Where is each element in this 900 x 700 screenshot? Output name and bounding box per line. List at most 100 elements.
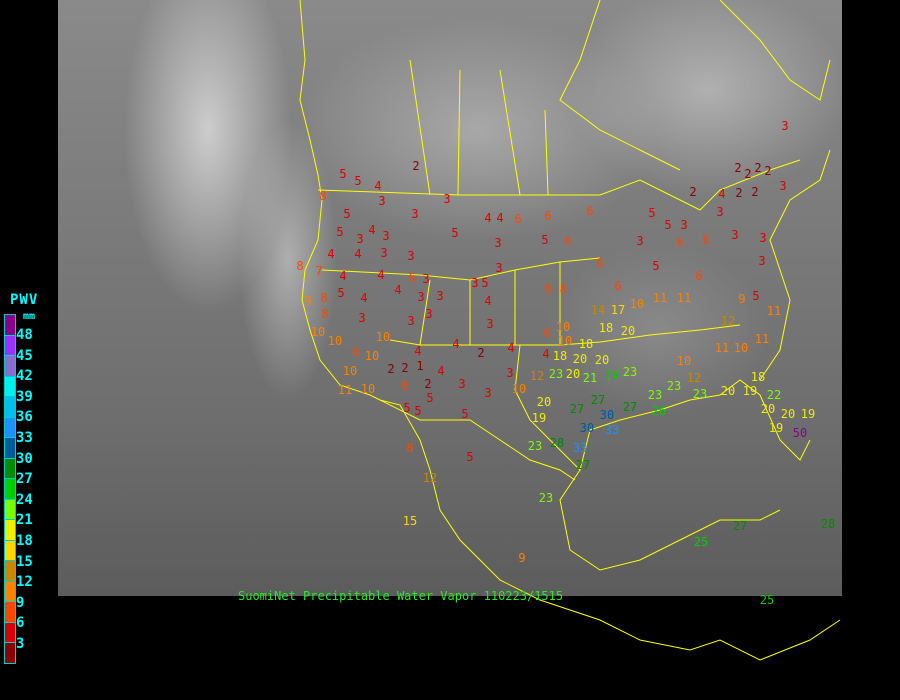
legend-band	[4, 539, 16, 561]
station-pwv-value: 33	[605, 423, 619, 437]
station-pwv-value: 12	[687, 371, 701, 385]
station-pwv-value: 20	[781, 407, 795, 421]
station-pwv-value: 10	[328, 334, 342, 348]
station-pwv-value: 3	[380, 246, 387, 260]
station-pwv-value: 23	[539, 491, 553, 505]
station-pwv-value: 4	[496, 211, 503, 225]
legend-label: 24	[16, 491, 33, 508]
station-pwv-value: 5	[426, 391, 433, 405]
legend-band	[4, 457, 16, 479]
legend-title: PWV	[10, 292, 39, 308]
station-pwv-value: 27	[733, 519, 747, 533]
station-pwv-value: 4	[452, 337, 459, 351]
station-pwv-value: 10	[630, 297, 644, 311]
station-pwv-value: 3	[484, 386, 491, 400]
station-pwv-value: 4	[377, 268, 384, 282]
station-pwv-value: 23	[623, 365, 637, 379]
station-pwv-value: 3	[417, 290, 424, 304]
station-pwv-value: 5	[336, 225, 343, 239]
station-pwv-value: 19	[801, 407, 815, 421]
station-pwv-value: 6	[514, 212, 521, 226]
station-pwv-value: 3	[358, 311, 365, 325]
station-pwv-value: 2	[754, 161, 761, 175]
station-pwv-value: 10	[343, 364, 357, 378]
station-pwv-value: 4	[327, 247, 334, 261]
station-pwv-value: 6	[543, 326, 550, 340]
station-pwv-value: 5	[461, 407, 468, 421]
station-pwv-value: 5	[343, 207, 350, 221]
legend-label: 18	[16, 533, 33, 549]
border-line	[317, 159, 801, 211]
legend-band	[4, 642, 16, 664]
station-pwv-value: 8	[559, 282, 566, 296]
legend-label: 30	[16, 450, 33, 467]
station-pwv-value: 10	[734, 341, 748, 355]
legend-label: 12	[16, 574, 33, 591]
station-pwv-value: 22	[767, 388, 781, 402]
station-pwv-value: 2	[412, 159, 419, 173]
station-pwv-value: 3	[636, 234, 643, 248]
legend-band	[4, 375, 16, 397]
station-pwv-value: 18	[579, 337, 593, 351]
station-pwv-value: 4	[718, 187, 725, 201]
station-pwv-value: 10	[512, 382, 526, 396]
station-pwv-value: 1	[416, 359, 423, 373]
border-line	[719, 0, 831, 101]
station-pwv-value: 5	[752, 289, 759, 303]
legend-band	[4, 601, 16, 623]
station-pwv-value: 6	[695, 269, 702, 283]
station-pwv-value: 2	[689, 185, 696, 199]
station-pwv-value: 4	[354, 247, 361, 261]
station-pwv-value: 4	[374, 179, 381, 193]
station-pwv-value: 3	[758, 254, 765, 268]
station-pwv-value: 4	[484, 211, 491, 225]
station-pwv-value: 4	[437, 364, 444, 378]
station-pwv-value: 3	[425, 307, 432, 321]
station-pwv-value: 8	[320, 291, 327, 305]
station-pwv-value: 21	[583, 371, 597, 385]
satellite-image	[58, 0, 842, 596]
station-pwv-value: 2	[751, 185, 758, 199]
station-pwv-value: 11	[653, 291, 667, 305]
station-pwv-value: 4	[484, 294, 491, 308]
station-pwv-value: 5	[403, 401, 410, 415]
station-pwv-value: 2	[477, 346, 484, 360]
station-pwv-value: 2	[744, 167, 751, 181]
station-pwv-value: 3	[356, 232, 363, 246]
station-pwv-value: 11	[677, 291, 691, 305]
station-pwv-value: 11	[715, 341, 729, 355]
legend-band	[4, 498, 16, 520]
station-pwv-value: 3	[471, 276, 478, 290]
station-pwv-value: 17	[611, 303, 625, 317]
border-line	[559, 469, 781, 571]
legend-band	[4, 334, 16, 356]
station-pwv-value: 25	[694, 535, 708, 549]
station-pwv-value: 19	[769, 421, 783, 435]
station-pwv-value: 2	[424, 377, 431, 391]
station-pwv-value: 14	[591, 303, 605, 317]
legend-label: 33	[16, 430, 33, 446]
station-pwv-value: 5	[337, 286, 344, 300]
station-pwv-value: 6	[564, 234, 571, 248]
station-pwv-value: 2	[387, 362, 394, 376]
station-pwv-value: 19	[532, 411, 546, 425]
station-pwv-value: 5	[354, 174, 361, 188]
station-pwv-value: 30	[580, 421, 594, 435]
station-pwv-value: 18	[751, 370, 765, 384]
station-pwv-value: 11	[338, 383, 352, 397]
station-pwv-value: 6	[544, 209, 551, 223]
station-pwv-value: 8	[321, 307, 328, 321]
station-pwv-value: 5	[451, 226, 458, 240]
station-pwv-value: 24	[605, 368, 619, 382]
station-pwv-value: 12	[721, 314, 735, 328]
legend-label: 6	[16, 615, 25, 632]
station-pwv-value: 8	[296, 259, 303, 273]
station-pwv-value: 18	[599, 321, 613, 335]
station-pwv-value: 7	[315, 264, 322, 278]
station-pwv-value: 28	[821, 517, 835, 531]
station-pwv-value: 5	[652, 259, 659, 273]
border-line	[299, 0, 841, 661]
legend-label: 9	[16, 594, 25, 611]
